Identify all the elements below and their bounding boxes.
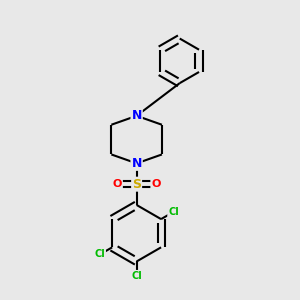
Text: O: O (112, 179, 122, 189)
Text: Cl: Cl (94, 250, 105, 260)
Text: O: O (151, 179, 160, 189)
Text: Cl: Cl (168, 207, 179, 217)
Text: N: N (131, 157, 142, 170)
Text: Cl: Cl (131, 271, 142, 281)
Text: N: N (131, 109, 142, 122)
Text: S: S (132, 178, 141, 191)
